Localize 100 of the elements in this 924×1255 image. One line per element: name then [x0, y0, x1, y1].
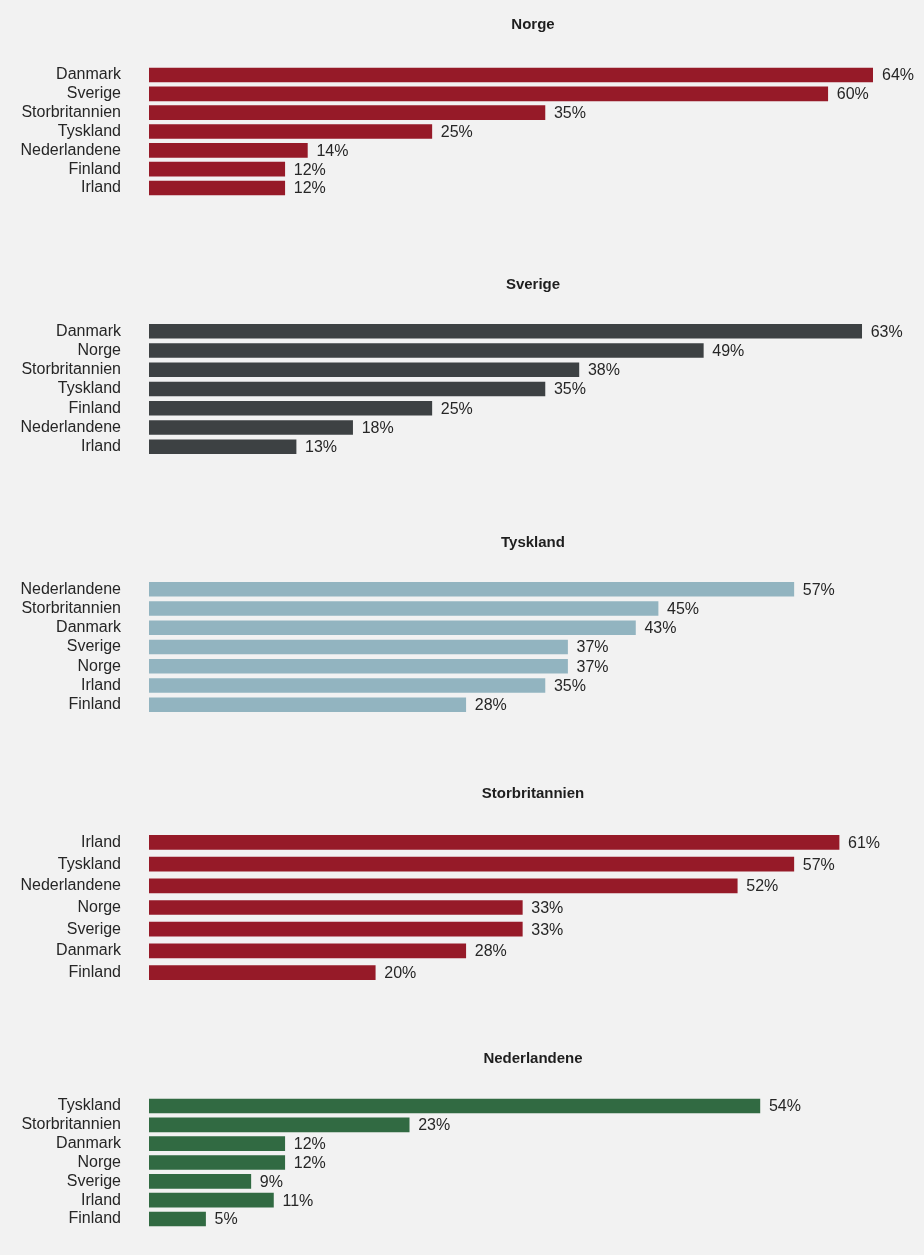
data-label: 12%: [293, 1135, 326, 1153]
bar: [149, 900, 523, 915]
bar: [149, 86, 829, 102]
y-tick-label: Tyskland: [57, 854, 121, 872]
y-tick-label: Sverige: [66, 919, 122, 937]
data-label: 35%: [553, 380, 586, 398]
y-tick-label: Norge: [77, 341, 122, 359]
data-label: 37%: [576, 657, 609, 675]
data-label: 23%: [418, 1116, 451, 1134]
bar: [149, 343, 704, 358]
chart-title: Tyskland: [500, 532, 566, 552]
y-tick-label: Norge: [77, 897, 122, 915]
bar: [149, 1117, 410, 1133]
data-label: 33%: [531, 920, 564, 938]
data-label: 14%: [316, 142, 349, 160]
bar: [149, 1193, 274, 1208]
bar: [149, 124, 433, 140]
data-label: 57%: [802, 855, 835, 873]
y-tick-label: Sverige: [66, 84, 122, 102]
data-label: 9%: [259, 1173, 283, 1191]
bar: [149, 878, 738, 894]
data-label: 52%: [746, 877, 779, 895]
data-label: 28%: [474, 696, 507, 714]
bar: [149, 835, 840, 850]
data-label: 12%: [293, 160, 326, 178]
bar: [149, 1174, 252, 1189]
bar: [149, 324, 863, 339]
data-label: 28%: [474, 942, 507, 960]
bar: [149, 620, 636, 636]
data-label: 35%: [553, 677, 586, 695]
y-tick-label: Irland: [80, 832, 121, 850]
bar: [149, 1211, 206, 1227]
y-tick-label: Nederlandene: [20, 141, 122, 159]
y-tick-label: Tyskland: [57, 379, 121, 397]
y-tick-label: Finland: [68, 398, 121, 416]
data-label: 12%: [293, 179, 326, 197]
data-label: 13%: [305, 438, 338, 456]
data-label: 60%: [836, 85, 869, 103]
chart-title: Nederlandene: [482, 1048, 584, 1068]
y-tick-label: Irland: [80, 676, 121, 694]
y-tick-label: Finland: [68, 1209, 121, 1227]
bar: [149, 1136, 286, 1152]
data-label: 38%: [587, 361, 620, 379]
y-tick-label: Nederlandene: [20, 579, 122, 597]
y-tick-label: Danmark: [56, 321, 122, 339]
bar: [149, 1099, 761, 1114]
bar: [149, 1155, 286, 1171]
bar: [149, 401, 433, 416]
y-tick-label: Danmark: [56, 618, 122, 636]
y-tick-label: Danmark: [56, 941, 122, 959]
bar: [149, 105, 546, 121]
data-label: 25%: [440, 399, 473, 417]
bar: [149, 68, 873, 83]
bar: [149, 143, 308, 158]
y-tick-label: Danmark: [56, 1134, 122, 1152]
y-tick-label: Irland: [80, 1190, 121, 1208]
bar: [149, 439, 297, 455]
data-label: 25%: [440, 123, 473, 141]
bar: [149, 582, 795, 597]
bar: [149, 943, 467, 959]
bar: [149, 856, 795, 872]
bar: [149, 180, 286, 196]
bar: [149, 659, 568, 674]
y-tick-label: Tyskland: [57, 1096, 121, 1114]
data-label: 64%: [882, 66, 915, 84]
data-label: 11%: [282, 1191, 314, 1209]
y-tick-label: Norge: [77, 1153, 122, 1171]
chart-title: Norge: [510, 14, 556, 34]
data-label: 45%: [667, 600, 700, 618]
y-tick-label: Finland: [68, 159, 121, 177]
bar: [149, 678, 546, 693]
chart-title: Storbritannien: [480, 783, 586, 803]
data-label: 49%: [712, 342, 745, 360]
data-label: 33%: [531, 898, 564, 916]
y-tick-label: Storbritannien: [21, 1115, 121, 1133]
y-tick-label: Storbritannien: [21, 103, 121, 121]
data-label: 54%: [768, 1097, 801, 1115]
y-tick-label: Sverige: [66, 637, 122, 655]
y-tick-label: Sverige: [66, 1172, 122, 1190]
y-tick-label: Finland: [68, 962, 121, 980]
y-tick-label: Storbritannien: [21, 360, 121, 378]
data-label: 20%: [384, 963, 417, 981]
bar: [149, 381, 546, 397]
bar: [149, 162, 286, 177]
bar: [149, 420, 353, 435]
data-label: 63%: [870, 322, 903, 340]
bar: [149, 601, 659, 616]
bar: [149, 362, 580, 378]
bar: [149, 697, 467, 713]
data-label: 35%: [553, 104, 586, 122]
data-label: 43%: [644, 619, 677, 637]
data-label: 37%: [576, 638, 609, 656]
bar: [149, 921, 523, 937]
y-tick-label: Tyskland: [57, 122, 121, 140]
y-tick-label: Danmark: [56, 65, 122, 83]
y-tick-label: Norge: [77, 656, 122, 674]
bar: [149, 639, 568, 655]
y-tick-label: Storbritannien: [21, 599, 121, 617]
y-tick-label: Finland: [68, 695, 121, 713]
y-tick-label: Irland: [80, 178, 121, 196]
